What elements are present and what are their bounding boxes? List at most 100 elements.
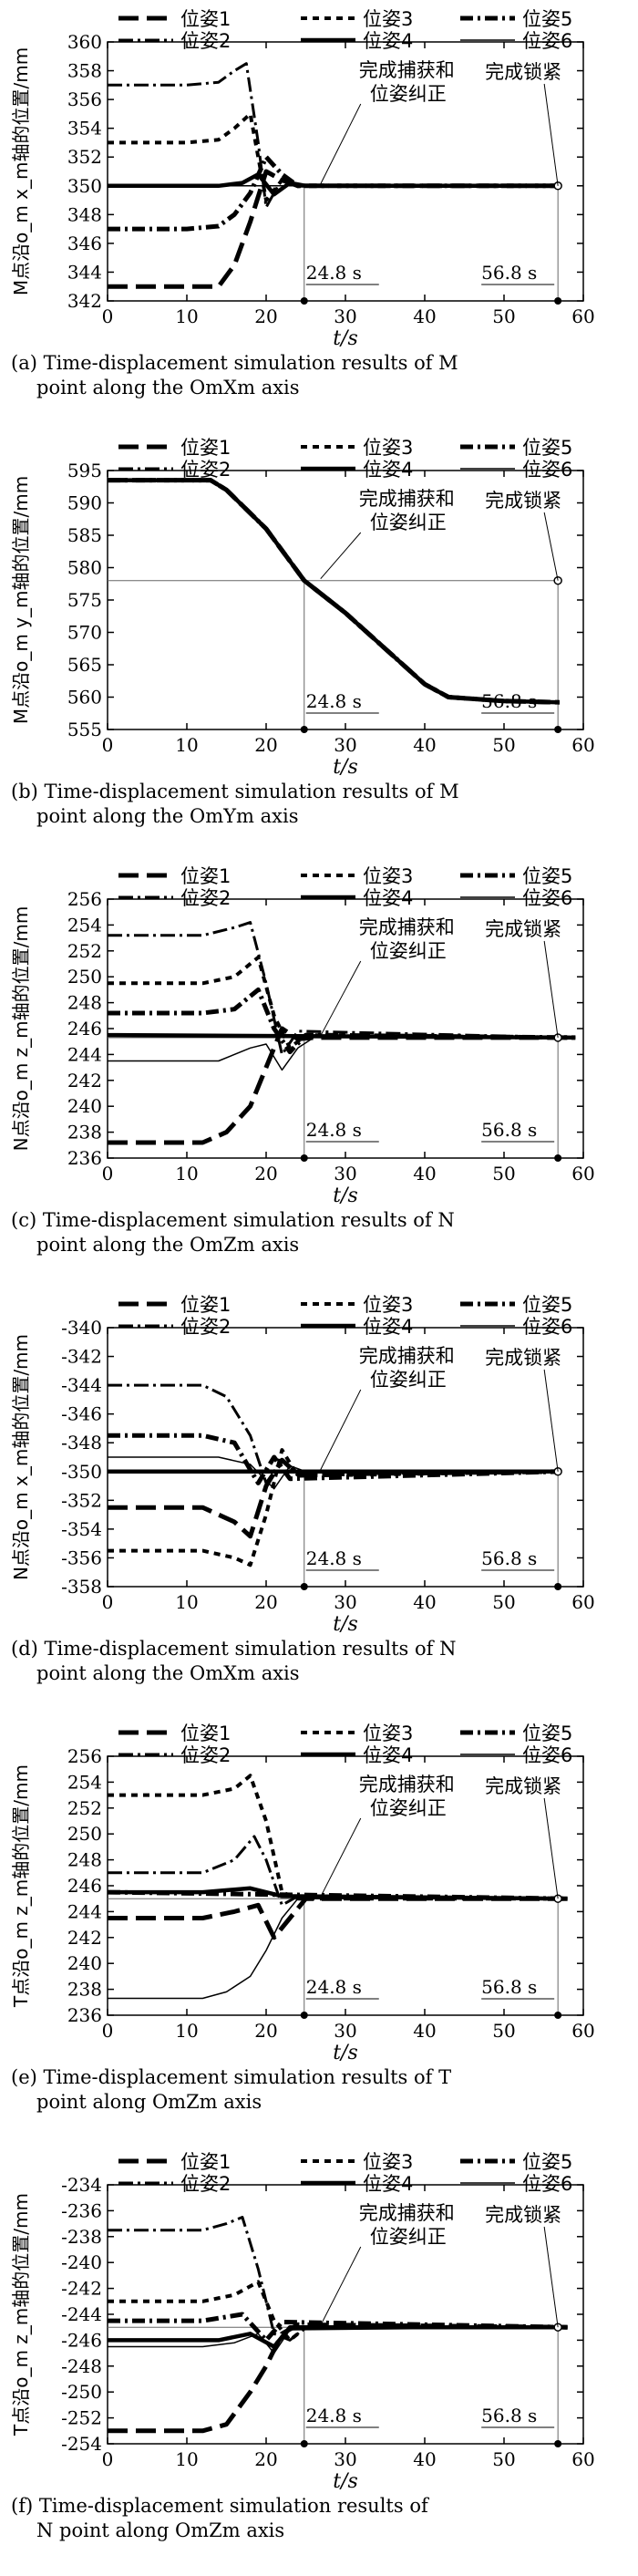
capture-pointer <box>320 532 362 580</box>
series-line <box>108 478 560 705</box>
y-tick-label: 246 <box>67 1875 102 1897</box>
lock-time-label: 56.8 s <box>481 262 537 284</box>
x-tick-label: 0 <box>102 2448 114 2470</box>
x-tick-label: 60 <box>571 305 594 327</box>
panel-caption: point along the OmYm axis <box>36 805 298 827</box>
series-line <box>108 479 560 703</box>
lock-time-label: 56.8 s <box>481 1976 537 1998</box>
lock-axis-marker <box>554 1583 562 1590</box>
series-line <box>108 1037 576 1071</box>
capture-axis-marker <box>300 297 308 305</box>
legend-label: 位姿1 <box>180 437 231 459</box>
lock-label: 完成锁紧 <box>485 2204 561 2226</box>
y-tick-label: -344 <box>61 1374 102 1396</box>
panel-caption: point along the OmXm axis <box>36 377 300 398</box>
y-tick-label: 356 <box>67 88 102 110</box>
series-line <box>108 2312 568 2343</box>
capture-label: 位姿纠正 <box>370 940 447 962</box>
x-tick-label: 60 <box>571 2020 594 2042</box>
capture-axis-marker <box>300 1583 308 1590</box>
y-tick-label: -346 <box>61 1403 102 1425</box>
x-tick-label: 0 <box>102 2020 114 2042</box>
y-axis-label: T点沿o_m z_m轴的位置/mm <box>10 1764 32 2008</box>
lock-label: 完成锁紧 <box>485 490 561 512</box>
y-tick-label: -352 <box>61 1489 102 1511</box>
series-line <box>108 154 560 232</box>
legend-label: 位姿5 <box>522 865 572 887</box>
series-line <box>108 955 576 1050</box>
y-tick-label: 238 <box>67 1979 102 2001</box>
capture-label: 位姿纠正 <box>370 1369 447 1391</box>
legend-label: 位姿2 <box>180 2173 231 2195</box>
x-tick-label: 10 <box>175 1591 198 1613</box>
y-tick-label: 350 <box>67 175 102 197</box>
lock-time-label: 56.8 s <box>481 1547 537 1569</box>
series-line <box>108 1886 568 1901</box>
legend-label: 位姿6 <box>522 1744 572 1766</box>
y-tick-label: 252 <box>67 1797 102 1819</box>
legend-label: 位姿6 <box>522 30 572 52</box>
y-axis-label: M点沿o_m x_m轴的位置/mm <box>10 47 32 295</box>
legend-label: 位姿2 <box>180 30 231 52</box>
y-tick-label: 236 <box>67 2004 102 2026</box>
legend-label: 位姿1 <box>180 8 231 30</box>
y-tick-label: 358 <box>67 60 102 82</box>
y-tick-label: 240 <box>67 1095 102 1117</box>
y-tick-label: 590 <box>67 492 102 514</box>
legend-label: 位姿4 <box>363 459 413 481</box>
x-tick-label: 40 <box>413 1591 436 1613</box>
x-tick-label: 60 <box>571 1163 594 1185</box>
lock-label: 完成锁紧 <box>485 1775 561 1797</box>
y-tick-label: 595 <box>67 460 102 481</box>
x-tick-label: 20 <box>254 1591 277 1613</box>
legend-label: 位姿6 <box>522 887 572 909</box>
capture-label: 位姿纠正 <box>370 512 447 533</box>
x-tick-label: 0 <box>102 734 114 756</box>
x-axis-label: t/s <box>333 2042 358 2064</box>
x-axis-label: t/s <box>333 2470 358 2493</box>
panel-caption: (a) Time-displacement simulation results… <box>11 352 458 374</box>
y-tick-label: -340 <box>61 1317 102 1339</box>
y-tick-label: 252 <box>67 940 102 962</box>
capture-axis-marker <box>300 1154 308 1162</box>
legend-label: 位姿5 <box>522 1294 572 1316</box>
y-tick-label: 242 <box>67 1070 102 1091</box>
y-tick-label: 555 <box>67 719 102 740</box>
y-tick-label: 248 <box>67 1849 102 1871</box>
legend-label: 位姿4 <box>363 2173 413 2195</box>
series-line <box>108 2324 568 2349</box>
series-line <box>108 1383 560 1485</box>
y-tick-label: 344 <box>67 261 102 283</box>
lock-label: 完成锁紧 <box>485 918 561 940</box>
x-tick-label: 40 <box>413 1163 436 1185</box>
y-tick-label: -240 <box>61 2251 102 2273</box>
lock-pointer <box>543 512 559 581</box>
capture-label: 位姿纠正 <box>370 83 447 105</box>
x-tick-label: 0 <box>102 1163 114 1185</box>
capture-time-label: 24.8 s <box>306 1547 362 1569</box>
lock-axis-marker <box>554 1154 562 1162</box>
panel-caption: N point along OmZm axis <box>36 2519 284 2541</box>
x-tick-label: 10 <box>175 305 198 327</box>
panel-caption: (f) Time-displacement simulation results… <box>11 2495 430 2517</box>
lock-marker <box>553 1467 562 1476</box>
x-tick-label: 10 <box>175 2020 198 2042</box>
y-tick-label: 256 <box>67 888 102 910</box>
legend-label: 位姿1 <box>180 2151 231 2173</box>
x-tick-label: 20 <box>254 305 277 327</box>
capture-pointer <box>320 960 362 1037</box>
legend-label: 位姿3 <box>363 865 413 887</box>
lock-pointer <box>543 2226 559 2328</box>
y-tick-label: 250 <box>67 966 102 988</box>
legend-label: 位姿4 <box>363 1744 413 1766</box>
y-tick-label: 352 <box>67 146 102 168</box>
y-tick-label: 256 <box>67 1745 102 1767</box>
series-line <box>108 478 560 705</box>
panel-caption: (e) Time-displacement simulation results… <box>11 2066 451 2088</box>
x-tick-label: 50 <box>492 2020 515 2042</box>
x-tick-label: 50 <box>492 2448 515 2470</box>
lock-label: 完成锁紧 <box>485 1347 561 1369</box>
capture-time-label: 24.8 s <box>306 1119 362 1141</box>
x-tick-label: 40 <box>413 305 436 327</box>
